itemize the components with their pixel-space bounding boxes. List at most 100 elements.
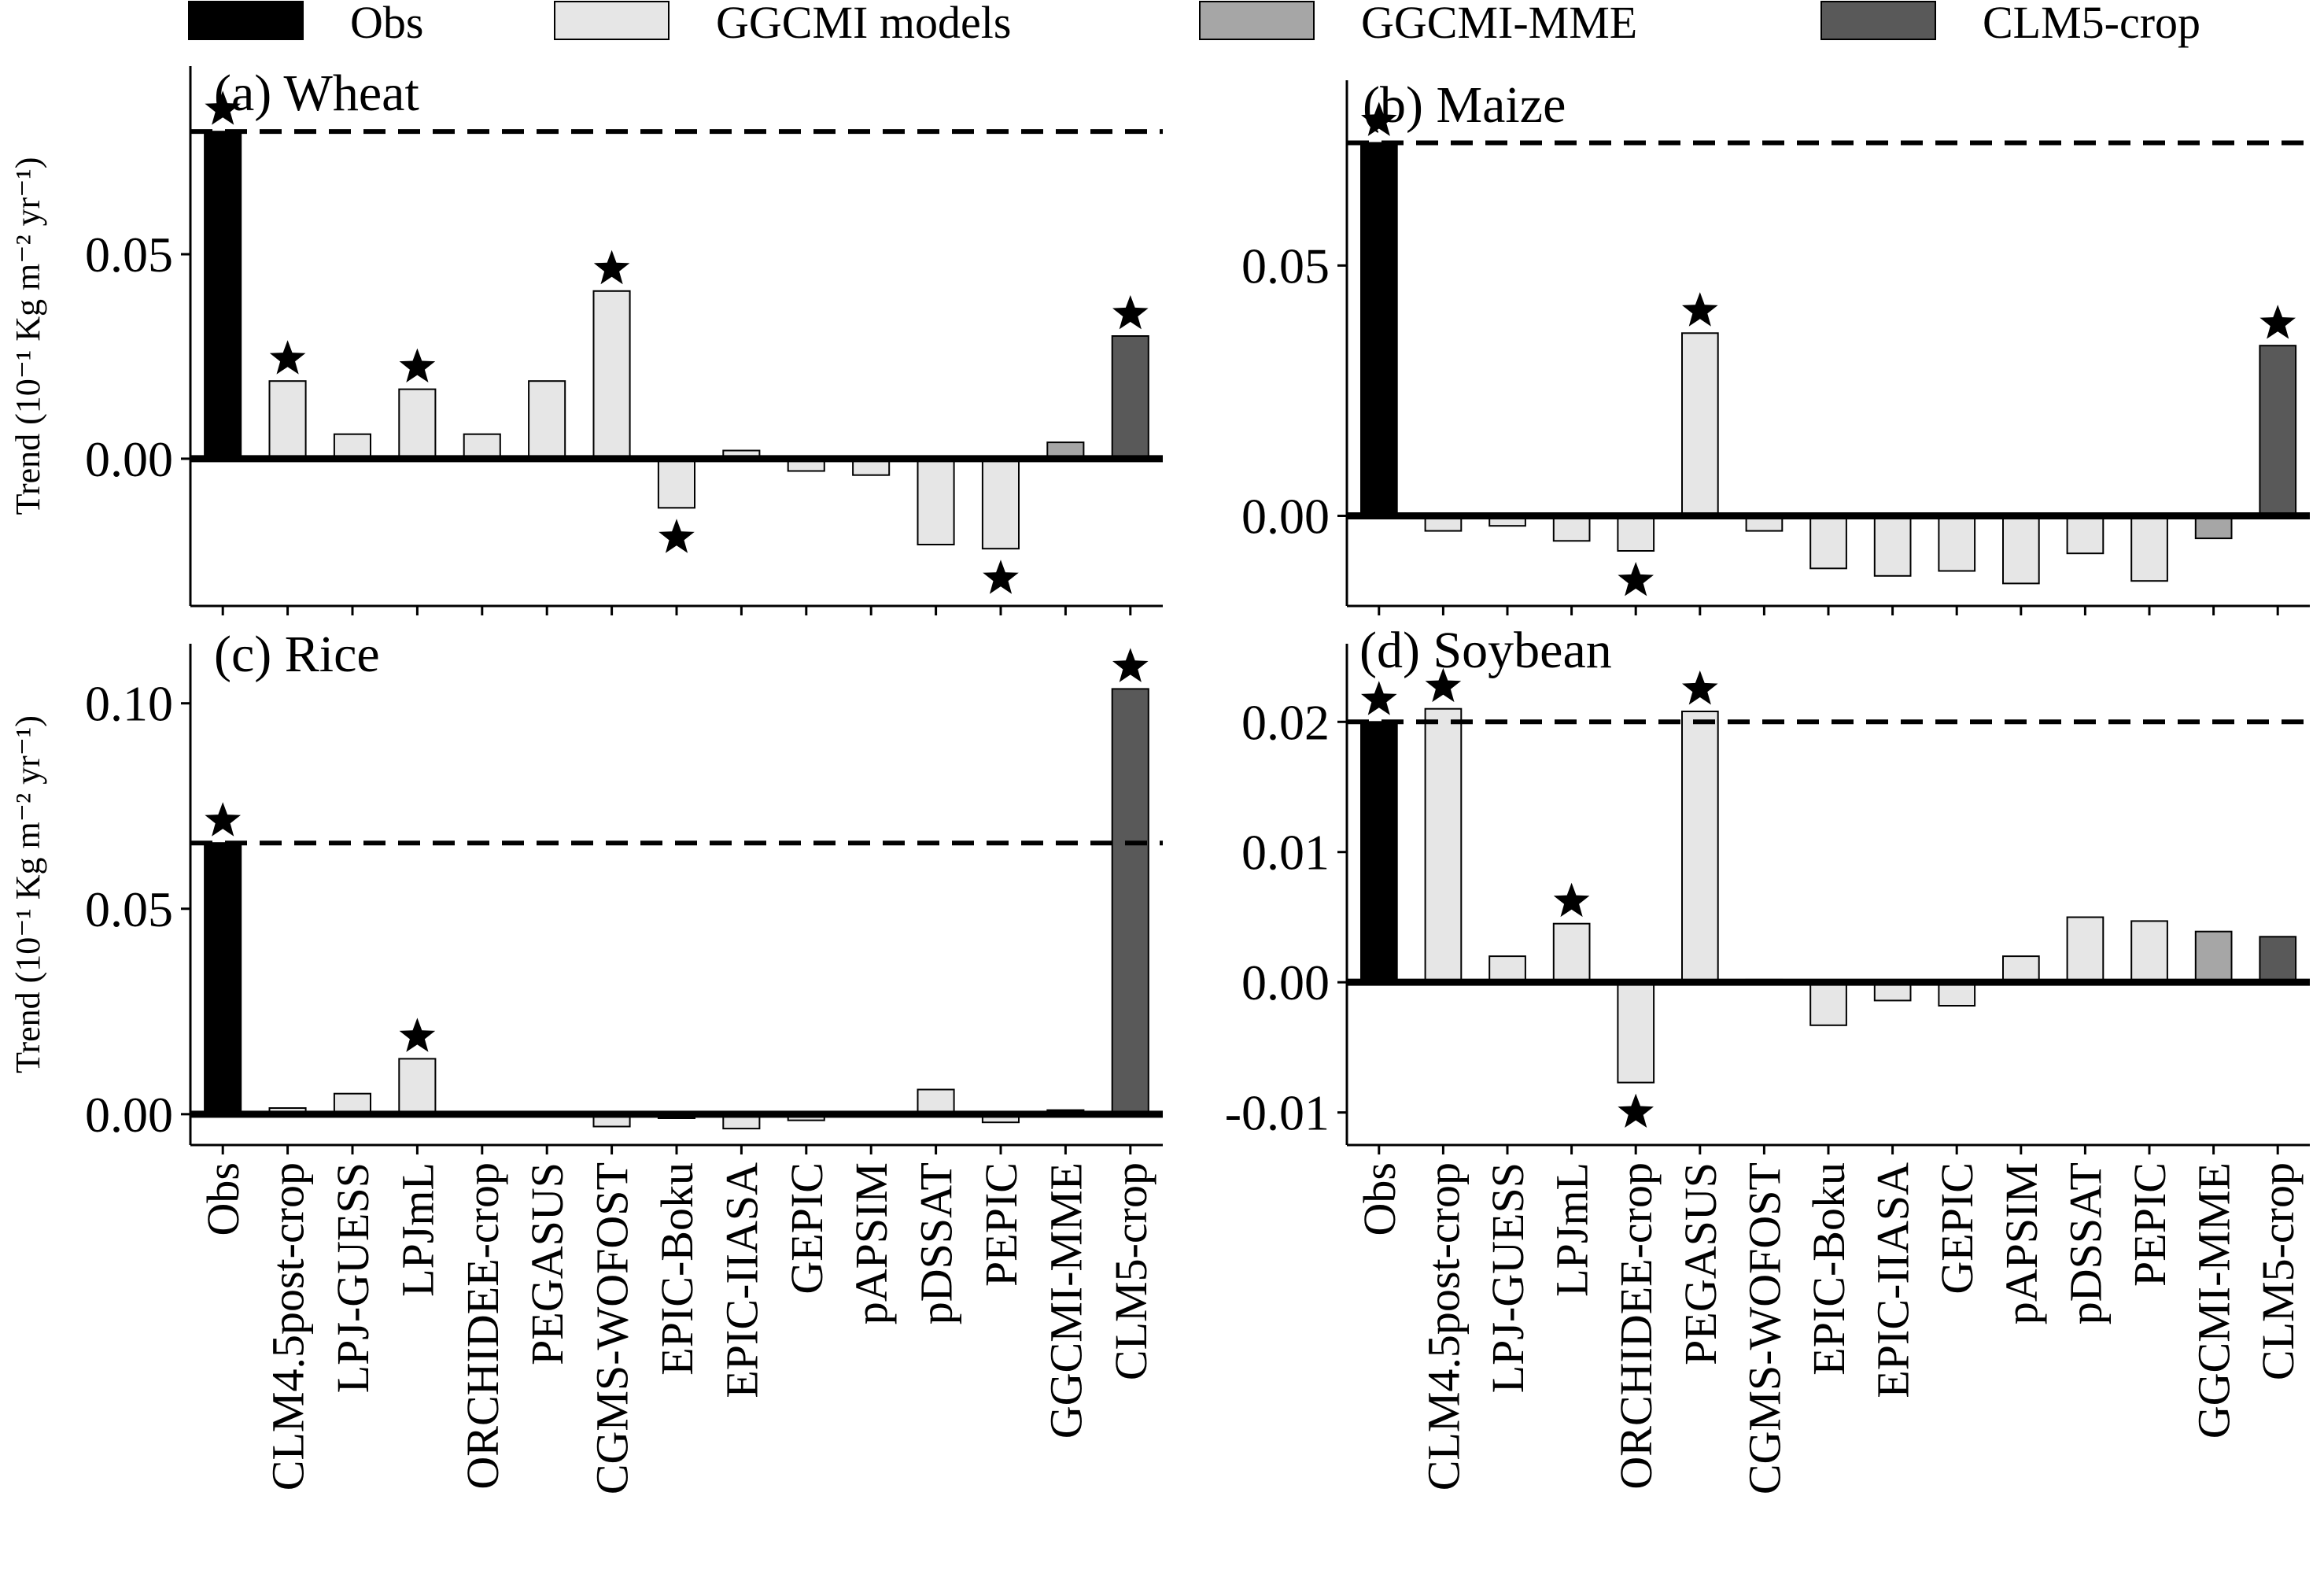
significance-star-obs <box>1361 681 1397 715</box>
y-tick-label: 0.00 <box>1241 488 1330 544</box>
x-tick-label-pegasus: PEGASUS <box>522 1162 573 1365</box>
bar-pdssat <box>2066 916 2105 984</box>
x-tick-label-pegasus: PEGASUS <box>1675 1162 1726 1365</box>
bar-clm5-crop <box>1111 335 1149 460</box>
bar-orchidee-crop <box>1617 981 1655 1084</box>
x-tick-label-clm4-5post-crop: CLM4.5post-crop <box>1418 1162 1469 1490</box>
y-tick-label: 0.05 <box>85 881 173 937</box>
bar-pepic <box>981 457 1020 550</box>
panel-wheat: 0.00 0.05 (a) Wheat Trend (10⁻¹ Kg m⁻² yr⁻¹… <box>9 65 1163 615</box>
significance-star-clm4-5post-crop <box>269 340 306 375</box>
y-axis-label: Trend (10⁻¹ Kg m⁻² yr⁻¹) <box>9 715 47 1073</box>
legend-label-clm5-crop: CLM5-crop <box>1983 0 2200 48</box>
significance-star-obs <box>1361 102 1397 136</box>
x-tick-label-gepic: GEPIC <box>781 1162 832 1295</box>
y-tick-label: 0.00 <box>85 431 173 487</box>
x-tick-label-ggcmi-mme: GGCMI-MME <box>1040 1162 1091 1439</box>
x-tick-label-lpj-guess: LPJ-GUESS <box>327 1162 378 1393</box>
legend-swatch-obs <box>188 1 304 40</box>
x-tick-label-clm5-crop: CLM5-crop <box>2252 1162 2304 1380</box>
x-tick-label-obs: Obs <box>1354 1162 1405 1236</box>
bar-clm5-crop <box>1111 688 1149 1115</box>
significance-star-epic-boku <box>658 519 695 553</box>
bar-lpj-guess <box>1488 955 1526 984</box>
significance-star-orchidee-crop <box>1618 562 1654 597</box>
significance-star-orchidee-crop <box>1618 1093 1654 1128</box>
x-tick-label-pdssat: pDSSAT <box>911 1162 962 1324</box>
x-tick-label-lpj-guess: LPJ-GUESS <box>1482 1162 1533 1393</box>
y-tick-label: 0.02 <box>1241 694 1330 750</box>
legend: Obs GGCMI models GGCMI-MME CLM5-crop <box>188 0 2200 48</box>
significance-star-clm5-crop <box>1112 295 1149 330</box>
panel-maize: 0.00 0.05 (b) Maize <box>1241 76 2310 615</box>
bar-clm4-5post-crop <box>1424 707 1463 984</box>
y-tick-label: 0.01 <box>1241 825 1330 881</box>
x-tick-label-pepic: PEPIC <box>976 1162 1027 1287</box>
y-tick-label: 0.10 <box>85 676 173 732</box>
bar-lpjml <box>1552 515 1591 542</box>
x-tick-label-papsim: pAPSIM <box>1996 1162 2047 1324</box>
x-tick-label-epic-iiasa: EPIC-IIASA <box>716 1162 767 1398</box>
y-tick-label: -0.01 <box>1225 1085 1330 1141</box>
bar-orchidee-crop <box>1617 515 1655 552</box>
legend-swatch-ggcmi-models <box>554 1 670 40</box>
x-tick-label-cgms-wofost: CGMS-WOFOST <box>587 1162 638 1494</box>
x-tick-label-lpjml: LPJmL <box>1547 1162 1598 1297</box>
legend-label-obs: Obs <box>350 0 423 48</box>
significance-star-clm5-crop <box>2259 305 2296 339</box>
bar-orchidee-crop <box>463 433 501 460</box>
bar-obs <box>1360 721 1398 984</box>
legend-swatch-ggcmi-mme <box>1199 1 1315 40</box>
bar-clm5-crop <box>2259 936 2297 984</box>
bar-obs <box>204 842 242 1115</box>
bar-clm5-crop <box>2259 345 2297 517</box>
bar-pdssat <box>917 457 955 546</box>
bar-epic-boku <box>1809 981 1847 1026</box>
significance-star-pegasus <box>1682 670 1718 705</box>
significance-star-clm5-crop <box>1112 648 1149 682</box>
legend-label-ggcmi-models: GGCMI models <box>716 0 1011 48</box>
bar-papsim <box>2002 515 2040 585</box>
significance-star-obs <box>205 802 241 837</box>
x-tick-label-clm5-crop: CLM5-crop <box>1105 1162 1156 1380</box>
panel-title: (d) Soybean <box>1359 622 1612 679</box>
bar-epic-iiasa <box>1873 515 1912 577</box>
bar-lpj-guess <box>333 433 371 460</box>
bar-papsim <box>2002 955 2040 984</box>
significance-star-lpjml <box>399 348 436 382</box>
panel-rice: 0.00 0.05 0.10 Obs CLM4.5post-crop LPJ-GUESS L… <box>9 626 1163 1494</box>
bar-pepic <box>2130 515 2168 582</box>
bar-epic-boku <box>1809 515 1847 570</box>
bar-lpjml <box>398 1058 437 1115</box>
bar-pdssat <box>2066 515 2105 555</box>
bar-epic-boku <box>657 457 696 509</box>
legend-label-ggcmi-mme: GGCMI-MME <box>1361 0 1637 48</box>
significance-star-clm4-5post-crop <box>1425 667 1462 703</box>
bar-ggcmi-mme <box>2194 930 2233 984</box>
y-tick-label: 0.00 <box>1241 955 1330 1010</box>
y-axis-label: Trend (10⁻¹ Kg m⁻² yr⁻¹) <box>9 157 47 515</box>
significance-star-cgms-wofost <box>593 249 630 285</box>
bar-pdssat <box>917 1088 955 1115</box>
bar-gepic <box>1938 515 1976 572</box>
bar-gepic <box>1938 981 1976 1007</box>
y-tick-label: 0.00 <box>85 1087 173 1143</box>
x-tick-label-pepic: PEPIC <box>2124 1162 2175 1287</box>
bar-pegasus <box>1681 711 1719 984</box>
x-tick-label-epic-iiasa: EPIC-IIASA <box>1868 1162 1919 1398</box>
panel-title: (b) Maize <box>1363 76 1566 134</box>
x-tick-label-gepic: GEPIC <box>1931 1162 1983 1295</box>
x-tick-label-epic-boku: EPIC-Boku <box>651 1162 703 1376</box>
bar-pegasus <box>1681 332 1719 517</box>
panel-soybean: -0.01 0.00 0.01 0.02 Obs CLM4.5post-crop LPJ-G… <box>1225 622 2310 1494</box>
bar-pepic <box>2130 920 2168 984</box>
significance-star-lpjml <box>399 1018 436 1052</box>
x-tick-label-clm4-5post-crop: CLM4.5post-crop <box>263 1162 314 1490</box>
bar-obs <box>1360 142 1398 517</box>
x-tick-label-lpjml: LPJmL <box>392 1162 443 1297</box>
panel-title: (c) Rice <box>214 626 380 683</box>
panel-title: (a) Wheat <box>214 65 419 122</box>
bar-obs <box>204 131 242 460</box>
significance-star-pegasus <box>1682 292 1718 327</box>
